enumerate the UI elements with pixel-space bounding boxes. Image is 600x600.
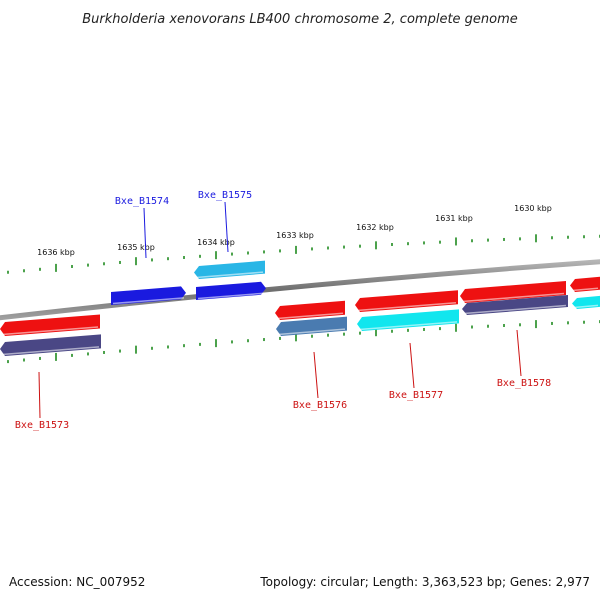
gene-label-bxe-b1578[interactable]: Bxe_B1578 (497, 378, 551, 389)
gene-features (0, 260, 600, 356)
gene-label-bxe-b1577[interactable]: Bxe_B1577 (389, 390, 443, 401)
ruler-label: 1630 kbp (514, 204, 552, 213)
gene-feature-bxe-b1575[interactable] (196, 281, 266, 300)
gene-feature-alt[interactable] (194, 260, 265, 279)
gene-feature-bxe-b1576[interactable] (275, 300, 345, 320)
genome-summary: Topology: circular; Length: 3,363,523 bp… (260, 575, 590, 589)
ruler-labels: 1636 kbp 1635 kbp 1634 kbp 1633 kbp 1632… (37, 204, 552, 257)
map-title: Burkholderia xenovorans LB400 chromosome… (82, 12, 518, 27)
gene-feature-bxe-b1574[interactable] (111, 286, 186, 305)
gene-feature-bxe-b1578-alt[interactable] (462, 295, 568, 315)
gene-leader-line (38, 371, 41, 419)
outer-ruler (7, 234, 600, 274)
gene-label-bxe-b1576[interactable]: Bxe_B1576 (293, 400, 347, 411)
gene-label-bxe-b1574[interactable]: Bxe_B1574 (115, 196, 169, 207)
gene-feature-next-alt[interactable] (572, 295, 600, 309)
gene-leader-line (409, 342, 415, 389)
gene-feature-bxe-b1573[interactable] (0, 314, 100, 337)
gene-feature-bxe-b1577-alt[interactable] (357, 309, 459, 331)
ruler-label: 1633 kbp (276, 231, 314, 240)
gene-label-bxe-b1573[interactable]: Bxe_B1573 (15, 420, 69, 431)
chromosome-backbone (0, 259, 600, 321)
gene-labels: Bxe_B1573 Bxe_B1574 Bxe_B1575 Bxe_B1576 … (15, 190, 551, 431)
gene-label-bxe-b1575[interactable]: Bxe_B1575 (198, 190, 252, 201)
gene-leader-line (224, 201, 229, 253)
gene-feature-bxe-b1573-alt[interactable] (0, 334, 101, 356)
gene-leader-line (143, 207, 147, 259)
gene-feature-bxe-b1578[interactable] (460, 281, 566, 303)
gene-leader-line (313, 351, 319, 399)
gene-leader-line (516, 329, 522, 377)
ruler-label: 1636 kbp (37, 248, 75, 257)
gene-feature-bxe-b1576-alt[interactable] (276, 316, 347, 336)
ruler-label: 1634 kbp (197, 238, 235, 247)
accession-label: Accession: NC_007952 (9, 575, 146, 589)
ruler-label: 1631 kbp (435, 214, 473, 223)
ruler-label: 1632 kbp (356, 223, 394, 232)
gene-feature-next[interactable] (570, 276, 600, 292)
ruler-label: 1635 kbp (117, 243, 155, 252)
gene-feature-bxe-b1577[interactable] (355, 290, 458, 312)
